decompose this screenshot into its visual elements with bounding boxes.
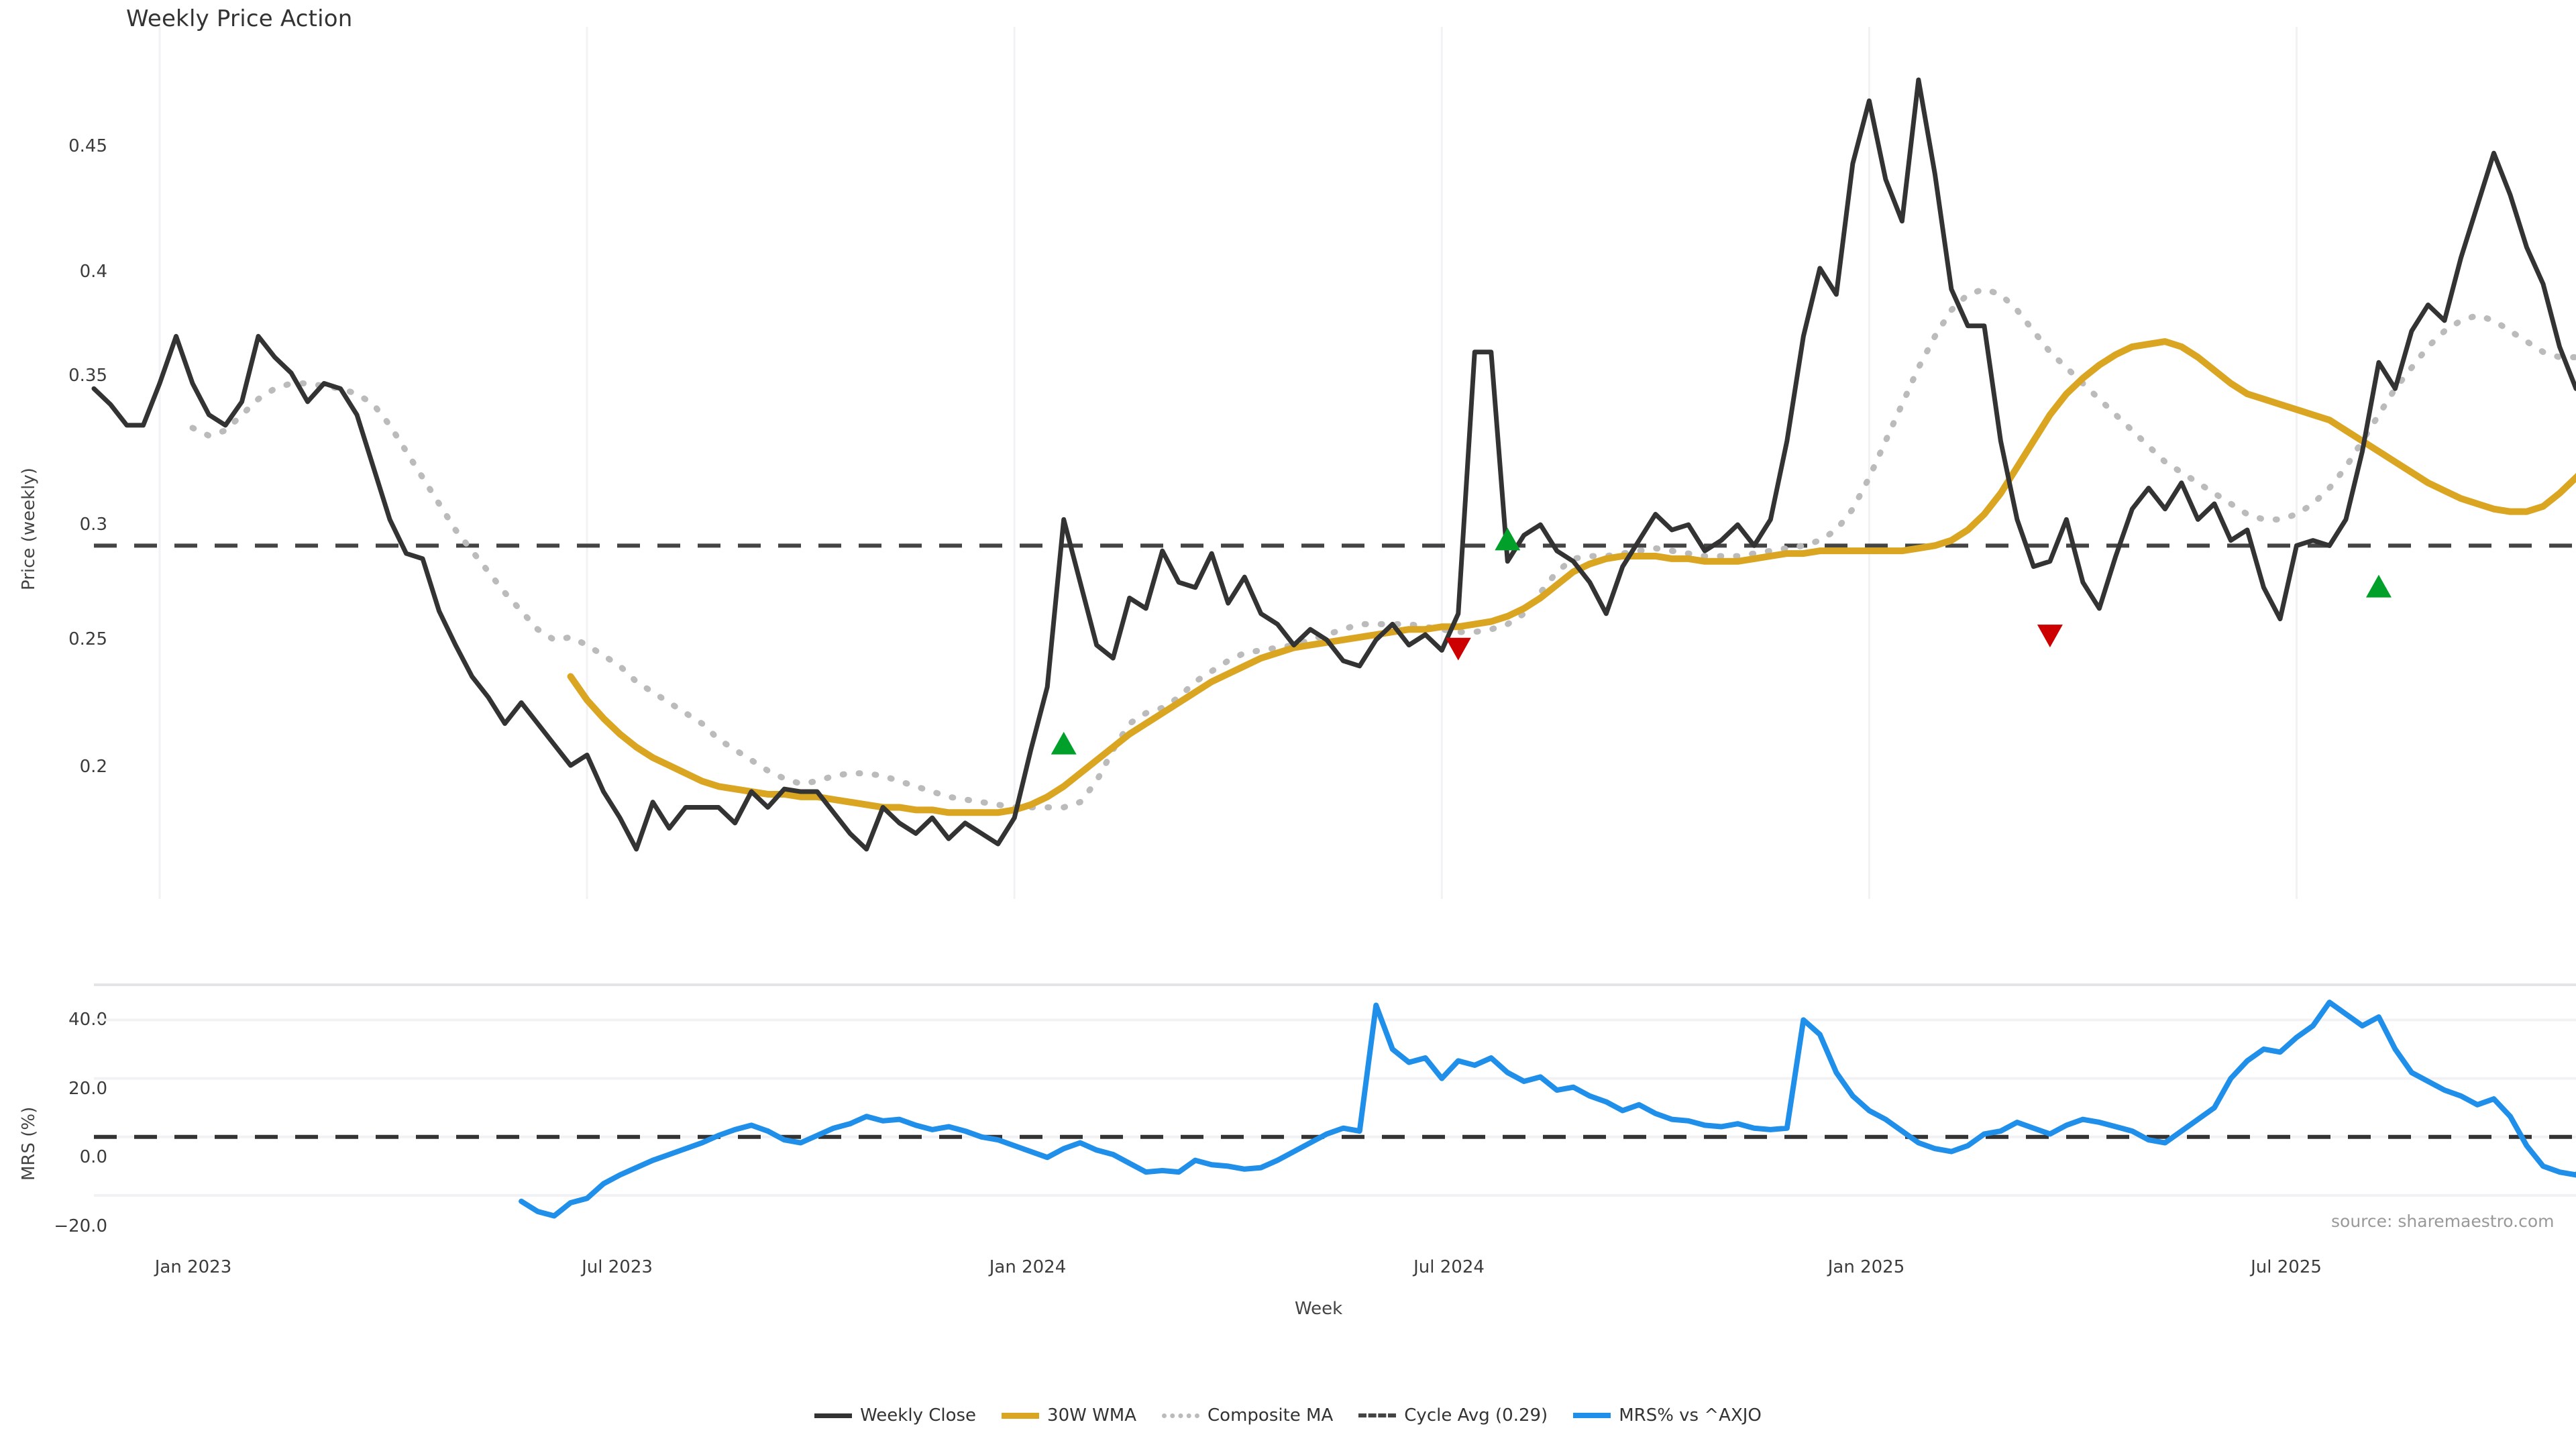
xtick-jul-2023: Jul 2023: [582, 1257, 653, 1277]
legend-swatch-weekly-close: [814, 1413, 853, 1418]
buy-signal-marker: [1495, 527, 1521, 551]
legend-item-mrs[interactable]: MRS% vs ^AXJO: [1573, 1405, 1762, 1426]
buy-signal-marker: [2365, 574, 2392, 598]
x-axis-label: Week: [1295, 1299, 1343, 1319]
xtick-jul-2025: Jul 2025: [2251, 1257, 2322, 1277]
sell-signal-marker: [2037, 625, 2063, 648]
mrs-ytick-3: −20.0: [54, 1216, 107, 1236]
legend-label-composite-ma: Composite MA: [1208, 1405, 1334, 1426]
price-ytick-4: 0.25: [68, 629, 107, 649]
legend-swatch-composite-ma: [1162, 1413, 1200, 1418]
chart-legend: Weekly Close 30W WMA Composite MA Cycle …: [0, 1405, 2576, 1426]
price-ytick-1: 0.4: [79, 262, 107, 282]
legend-swatch-mrs: [1573, 1413, 1611, 1418]
legend-item-wma[interactable]: 30W WMA: [1002, 1405, 1136, 1426]
buy-signal-marker: [1051, 731, 1077, 755]
price-ytick-5: 0.2: [79, 757, 107, 777]
xtick-jan-2023: Jan 2023: [154, 1257, 232, 1277]
xtick-jul-2024: Jul 2024: [1413, 1257, 1485, 1277]
mrs-ytick-1: 20.0: [68, 1079, 107, 1099]
chart-title: Weekly Price Action: [126, 5, 353, 32]
signal-markers: [1051, 527, 2392, 755]
mrs-ytick-2: 0.0: [79, 1147, 107, 1167]
legend-label-wma: 30W WMA: [1047, 1405, 1137, 1426]
price-ytick-2: 0.35: [68, 366, 107, 386]
price-gridlines: [158, 27, 2298, 899]
mrs-gridlines: [94, 983, 2576, 1197]
xtick-jan-2024: Jan 2024: [989, 1257, 1067, 1277]
legend-swatch-wma: [1002, 1412, 1040, 1419]
legend-label-weekly-close: Weekly Close: [860, 1405, 977, 1426]
composite-ma-line: [189, 286, 2576, 810]
legend-item-composite-ma[interactable]: Composite MA: [1162, 1405, 1333, 1426]
sell-signal-marker: [1445, 637, 1471, 661]
price-ytick-3: 0.3: [79, 515, 107, 535]
weekly-close-line: [91, 77, 2576, 852]
legend-item-cycle-avg[interactable]: Cycle Avg (0.29): [1358, 1405, 1548, 1426]
legend-item-weekly-close[interactable]: Weekly Close: [814, 1405, 976, 1426]
legend-label-mrs: MRS% vs ^AXJO: [1619, 1405, 1762, 1426]
price-ytick-0: 0.45: [68, 136, 107, 156]
legend-label-cycle-avg: Cycle Avg (0.29): [1404, 1405, 1548, 1426]
mrs-line: [519, 1000, 2576, 1219]
wma-line: [567, 338, 2576, 816]
legend-swatch-cycle-avg: [1358, 1413, 1397, 1417]
source-note: source: sharemaestro.com: [2331, 1212, 2555, 1231]
xtick-jan-2025: Jan 2025: [1827, 1257, 1905, 1277]
